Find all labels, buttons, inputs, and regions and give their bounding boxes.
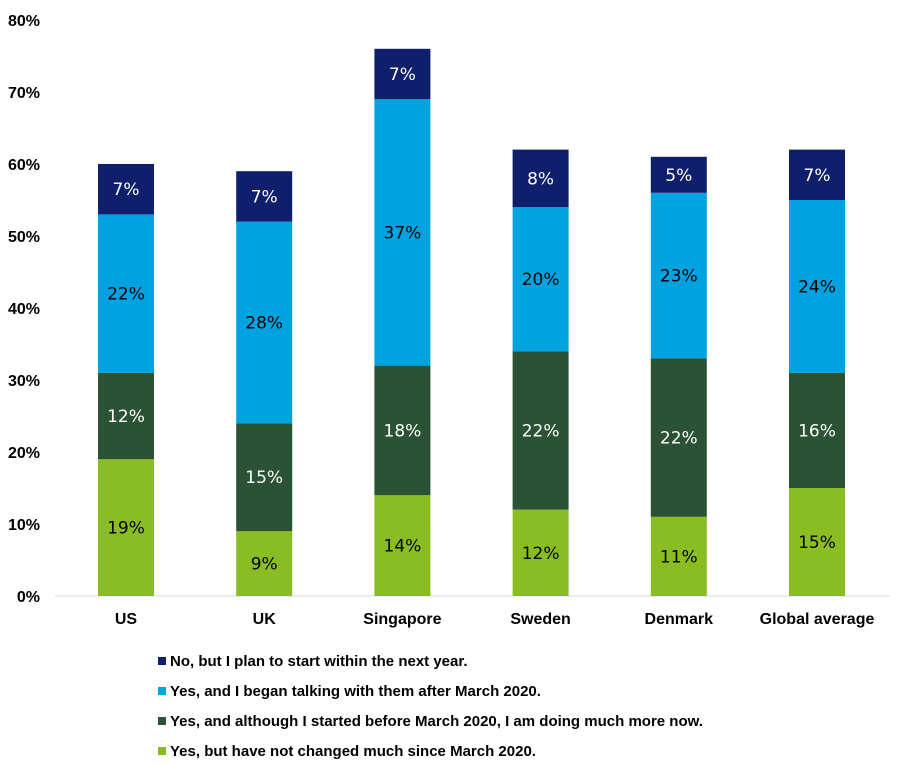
bar-segment [98,459,154,596]
bar-segment [236,423,293,532]
data-label: 22% [660,429,698,449]
y-tick-label: 50% [8,229,40,246]
legend-swatch [158,717,166,725]
x-tick-label: Sweden [510,611,570,628]
data-label: 14% [384,537,422,557]
bar-segment [650,516,707,596]
bar-segment [789,200,845,373]
bar-segment [650,156,707,193]
legend-label: Yes, but have not changed much since Mar… [170,742,536,760]
bar-segment [98,372,154,460]
bar-segment [650,192,707,359]
x-tick-label: US [115,611,138,628]
bar-segment [98,164,154,215]
legend-item: No, but I plan to start within the next … [158,646,703,676]
data-label: 11% [660,547,698,567]
y-tick-label: 80% [8,13,40,30]
y-tick-label: 0% [17,589,40,606]
bar-segment [650,358,707,517]
data-label: 22% [107,285,145,305]
data-label: 24% [798,277,836,297]
legend: No, but I plan to start within the next … [158,646,703,766]
data-label: 18% [384,421,422,441]
x-tick-label: UK [253,611,277,628]
bar-segment [512,509,569,596]
bar-segment [98,214,154,373]
bar-segment [512,351,569,510]
bar-segment [512,207,569,352]
data-label: 37% [384,223,422,243]
data-label: 23% [660,267,698,287]
bar-segment [789,488,845,596]
legend-swatch [158,687,166,695]
data-label: 7% [804,166,831,186]
data-label: 28% [245,313,283,333]
y-tick-label: 70% [8,85,40,102]
legend-swatch [158,657,166,665]
legend-item: Yes, and although I started before March… [158,706,703,736]
data-label: 19% [107,519,145,539]
stacked-bar-chart: 0% 10% 20% 30% 40% 50% 60% 70% 80% 19% 12% 22% 7% US 9… [8,13,890,628]
data-label: 20% [522,270,560,290]
data-label: 7% [251,187,278,207]
data-label: 15% [798,533,836,553]
data-label: 16% [798,421,836,441]
data-label: 12% [107,407,145,427]
legend-label: No, but I plan to start within the next … [170,652,468,670]
bar-segment [789,372,845,488]
data-label: 22% [522,421,560,441]
data-label: 5% [665,166,692,186]
data-label: 7% [389,65,416,85]
legend-label: Yes, and I began talking with them after… [170,682,541,700]
data-label: 15% [245,468,283,488]
bar-segment [374,495,431,596]
y-tick-label: 30% [8,373,40,390]
bar-segment [374,48,431,100]
data-label: 7% [113,180,140,200]
legend-label: Yes, and although I started before March… [170,712,703,730]
x-tick-label: Singapore [363,611,441,628]
bar-segment [374,99,431,366]
bar-segment [789,149,845,200]
y-tick-label: 10% [8,517,40,534]
bar-segment [374,365,431,496]
legend-swatch [158,747,166,755]
bar-segment [236,531,293,596]
data-label: 9% [251,555,278,575]
y-tick-label: 40% [8,301,40,318]
data-label: 12% [522,544,560,564]
legend-item: Yes, but have not changed much since Mar… [158,736,703,766]
data-label: 8% [527,169,554,189]
bar-segment [512,149,569,208]
bar-segment [236,221,293,424]
x-tick-label: Global average [760,611,875,628]
bar-segment [236,171,293,222]
y-tick-label: 20% [8,445,40,462]
y-tick-label: 60% [8,157,40,174]
x-tick-label: Denmark [645,611,714,628]
legend-item: Yes, and I began talking with them after… [158,676,703,706]
